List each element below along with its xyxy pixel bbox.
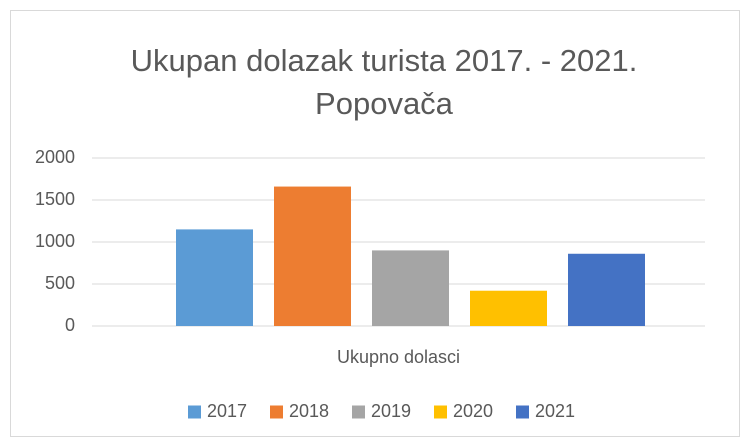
x-tick-label: Ukupno dolasci [337, 347, 460, 367]
bar [470, 290, 547, 326]
bar [372, 250, 449, 326]
legend-swatch [516, 405, 529, 419]
legend-label: 2019 [371, 401, 411, 421]
bar [176, 229, 253, 326]
legend-label: 2020 [453, 401, 493, 421]
legend-label: 2017 [207, 401, 247, 421]
chart-title: Ukupan dolazak turista 2017. - 2021. [131, 43, 638, 78]
legend-swatch [352, 405, 365, 419]
y-tick-label: 500 [45, 273, 75, 293]
chart-border [10, 10, 740, 437]
y-tick-label: 0 [65, 315, 75, 335]
y-tick-label: 1000 [35, 231, 75, 251]
legend-label: 2021 [535, 401, 575, 421]
bar [568, 253, 645, 326]
y-tick-label: 2000 [35, 147, 75, 167]
legend-swatch [270, 405, 283, 419]
chart-title: Popovača [315, 86, 454, 121]
legend-label: 2018 [289, 401, 329, 421]
legend-swatch [188, 405, 201, 419]
y-tick-label: 1500 [35, 189, 75, 209]
bar [274, 186, 351, 326]
legend-swatch [434, 405, 447, 419]
